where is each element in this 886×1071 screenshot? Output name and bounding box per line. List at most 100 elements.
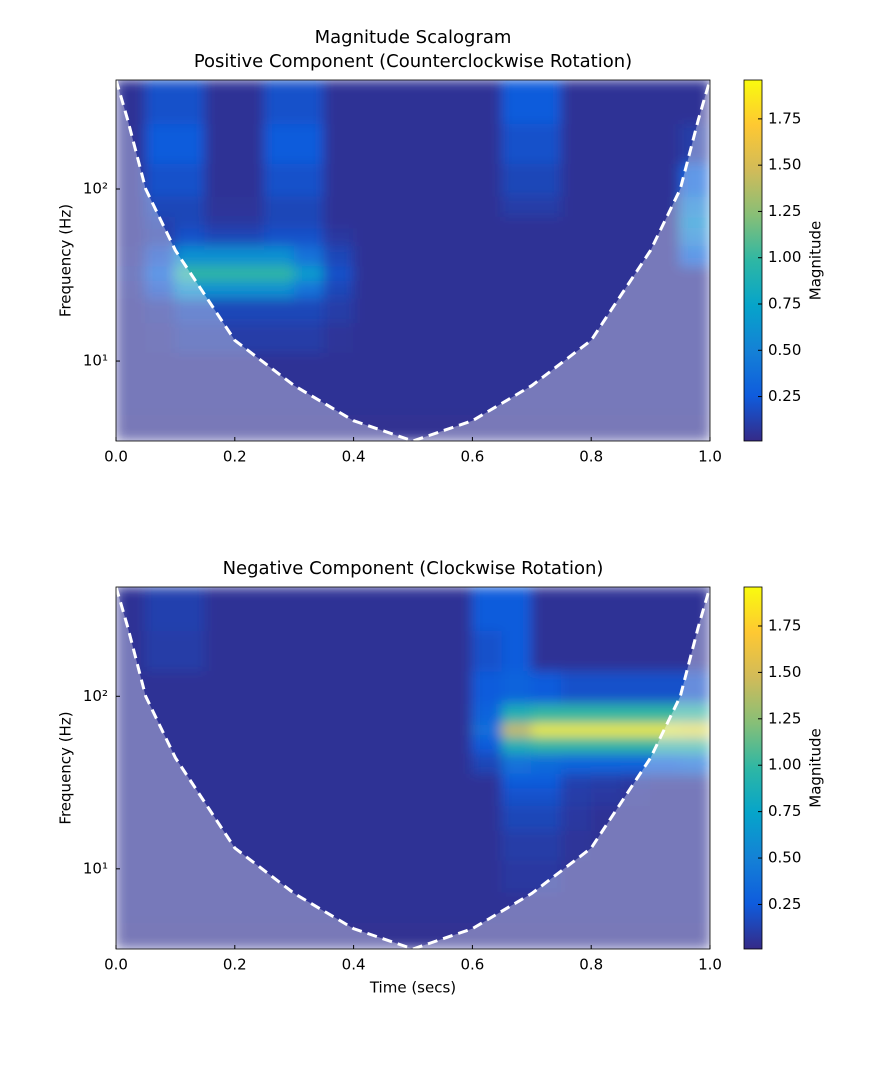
heatmap-cell — [234, 805, 265, 831]
heatmap-cell — [234, 80, 265, 125]
heatmap-cell — [353, 772, 384, 789]
heatmap-cell — [620, 670, 652, 704]
heatmap-cell — [471, 383, 503, 415]
x-tick-label: 0.8 — [579, 956, 603, 974]
heatmap-cell — [679, 734, 710, 754]
heatmap-cell — [620, 227, 652, 247]
heatmap-cell — [590, 829, 622, 861]
heatmap-cell — [293, 123, 325, 164]
heatmap-cell — [412, 723, 444, 736]
colorbar-tick-label: 0.50 — [768, 849, 801, 867]
heatmap-cell — [174, 80, 206, 125]
heatmap-cell — [442, 245, 473, 267]
heatmap-cell — [353, 322, 384, 353]
heatmap-cell — [620, 322, 652, 353]
heatmap-cell — [353, 195, 384, 217]
heatmap-cell — [174, 123, 206, 164]
heatmap-cell — [174, 413, 206, 441]
coi-line — [116, 80, 710, 441]
heatmap-cell — [204, 587, 236, 632]
heatmap-cell — [442, 413, 473, 441]
heatmap-cell — [501, 723, 533, 736]
heatmap-cell — [471, 80, 503, 125]
heatmap-cell — [234, 227, 265, 247]
heatmap-cell — [590, 162, 622, 197]
heatmap-cell — [531, 921, 562, 949]
heatmap-cell — [382, 703, 414, 725]
heatmap-cell — [323, 772, 355, 789]
heatmap-cell — [145, 322, 176, 353]
heatmap-cell — [531, 227, 562, 247]
heatmap-cell — [323, 587, 355, 632]
heatmap-cell — [145, 787, 176, 807]
heatmap-cell — [382, 80, 414, 125]
heatmap-cell — [204, 752, 236, 774]
heatmap-cell — [679, 279, 710, 299]
heatmap-cell — [561, 703, 592, 725]
heatmap-cell — [412, 921, 444, 949]
heatmap-cell — [561, 279, 592, 299]
x-tick-label: 1.0 — [698, 956, 722, 974]
heatmap-cell — [650, 734, 681, 754]
colorbar-tick-label: 1.75 — [768, 616, 801, 634]
heatmap-cell — [620, 123, 652, 164]
heatmap-cell — [471, 587, 503, 632]
heatmap-cell — [234, 921, 265, 949]
heatmap-cell — [145, 265, 176, 281]
heatmap-cell — [620, 630, 652, 672]
heatmap-cell — [323, 921, 355, 949]
heatmap-cell — [471, 723, 503, 736]
heatmap-cell — [531, 787, 562, 807]
heatmap-cell — [531, 322, 562, 353]
heatmap-cell — [293, 279, 325, 299]
heatmap-cell — [264, 921, 295, 949]
x-tick-label: 0.6 — [460, 956, 484, 974]
heatmap-cell — [353, 891, 384, 923]
heatmap-cell — [264, 630, 295, 672]
heatmap-cell — [561, 787, 592, 807]
heatmap-cell — [116, 752, 147, 774]
heatmap-cell — [116, 723, 147, 736]
heatmap-cell — [561, 752, 592, 774]
heatmap-cell — [501, 162, 533, 197]
heatmap-cell — [531, 265, 562, 281]
heatmap-cell — [412, 772, 444, 789]
heatmap-cell — [353, 215, 384, 229]
heatmap-cell — [442, 80, 473, 125]
heatmap-cell — [442, 723, 473, 736]
heatmap-cell — [412, 787, 444, 807]
heatmap-cell — [264, 245, 295, 267]
heatmap-cell — [323, 80, 355, 125]
heatmap-cell — [501, 829, 533, 861]
heatmap-cell — [501, 279, 533, 299]
heatmap-cell — [531, 670, 562, 704]
heatmap-cell — [204, 279, 236, 299]
heatmap-cell — [471, 297, 503, 324]
heatmap-cell — [174, 279, 206, 299]
heatmap-cell — [145, 587, 176, 632]
heatmap-cell — [561, 630, 592, 672]
heatmap-cell — [234, 587, 265, 632]
heatmap-cell — [531, 162, 562, 197]
heatmap-cell — [264, 752, 295, 774]
heatmap-cell — [204, 703, 236, 725]
heatmap-cell — [353, 703, 384, 725]
heatmap-cell — [650, 630, 681, 672]
heatmap-cell — [471, 195, 503, 217]
heatmap-cell — [590, 265, 622, 281]
heatmap-cell — [561, 351, 592, 385]
heatmap-cell — [323, 752, 355, 774]
heatmap-cell — [412, 587, 444, 632]
heatmap-cell — [531, 829, 562, 861]
heatmap-cell — [234, 413, 265, 441]
heatmap-cells — [116, 587, 710, 949]
heatmap-cell — [382, 322, 414, 353]
heatmap-cell — [531, 752, 562, 774]
heatmap-cell — [323, 162, 355, 197]
heatmap-cell — [620, 805, 652, 831]
heatmap-cell — [234, 215, 265, 229]
heatmap-cell — [561, 723, 592, 736]
heatmap-cell — [412, 805, 444, 831]
heatmap-cell — [501, 322, 533, 353]
heatmap-cell — [382, 245, 414, 267]
